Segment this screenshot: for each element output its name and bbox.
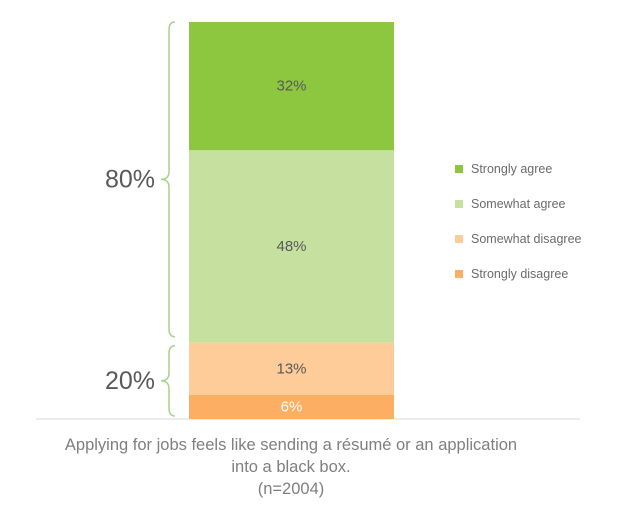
group-label-1: 80% — [105, 165, 155, 193]
legend: Strongly agree Somewhat agree Somewhat dis… — [455, 162, 582, 281]
bar-segment-somewhat-agree — [189, 150, 394, 343]
chart-caption: Applying for jobs feels like sending a r… — [0, 434, 582, 500]
segment-label-somewhat-agree: 48% — [276, 238, 306, 255]
segment-labels: 32% 48% 13% 6% — [276, 78, 306, 416]
group-label-2: 20% — [105, 367, 155, 395]
bracket-2 — [160, 345, 176, 417]
segment-label-strongly-agree: 32% — [276, 78, 306, 95]
bar-segment-strongly-agree — [189, 22, 394, 151]
segment-label-strongly-disagree: 6% — [281, 398, 303, 415]
legend-label-somewhat-agree: Somewhat agree — [471, 197, 566, 211]
segment-label-somewhat-disagree: 13% — [276, 360, 306, 377]
caption-line-2: into a black box. — [231, 458, 351, 476]
caption-line-1: Applying for jobs feels like sending a r… — [64, 436, 518, 454]
legend-swatch-strongly-disagree — [455, 270, 463, 278]
legend-swatch-somewhat-disagree — [455, 235, 463, 243]
group-brackets: 80% 20% — [105, 21, 176, 417]
bar-segment-somewhat-disagree — [189, 342, 394, 395]
bar-segments — [189, 22, 394, 419]
legend-swatch-strongly-agree — [455, 165, 463, 173]
legend-label-strongly-disagree: Strongly disagree — [471, 267, 568, 281]
legend-label-somewhat-disagree: Somewhat disagree — [471, 232, 582, 246]
legend-label-strongly-agree: Strongly agree — [471, 162, 552, 176]
bar-segment-strongly-disagree — [189, 394, 394, 419]
legend-swatch-somewhat-agree — [455, 200, 463, 208]
bracket-1 — [160, 21, 176, 338]
caption-line-3: (n=2004) — [257, 480, 325, 498]
